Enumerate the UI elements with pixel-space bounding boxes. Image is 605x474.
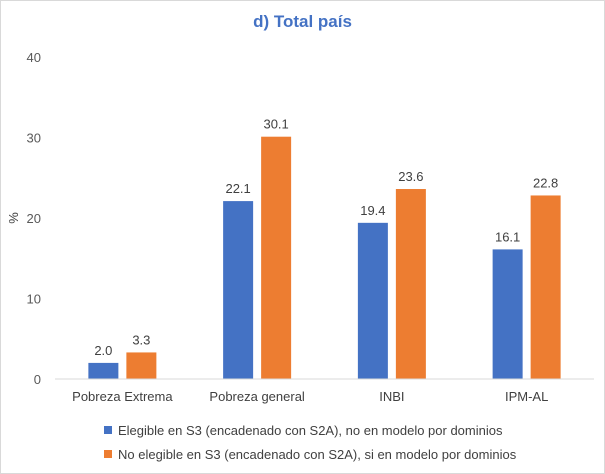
legend-item-series-1: Elegible en S3 (encadenado con S2A), no …: [104, 422, 516, 438]
bar-series1-3: [492, 249, 523, 379]
x-tick-label-0: Pobreza Extrema: [72, 389, 173, 404]
data-label-series1-3: 16.1: [495, 229, 520, 244]
y-axis-label: %: [6, 212, 21, 224]
y-tick-label-3: 30: [27, 131, 41, 146]
x-tick-label-3: IPM-AL: [505, 389, 548, 404]
data-label-series2-2: 23.6: [398, 169, 423, 184]
data-label-series1-1: 22.1: [225, 181, 250, 196]
legend-swatch-series-1: [104, 426, 112, 434]
bar-series2-1: [261, 136, 292, 379]
legend-item-series-2: No elegible en S3 (encadenado con S2A), …: [104, 446, 516, 462]
data-label-series2-0: 3.3: [132, 332, 150, 347]
y-tick-label-2: 20: [27, 211, 41, 226]
bar-series2-0: [126, 352, 157, 379]
bar-series1-1: [223, 201, 254, 379]
data-label-series1-0: 2.0: [94, 343, 112, 358]
data-label-series2-1: 30.1: [263, 117, 288, 132]
bar-series2-2: [395, 189, 426, 379]
y-tick-label-0: 0: [34, 372, 41, 387]
y-tick-label-4: 40: [27, 50, 41, 65]
chart-title: d) Total país: [253, 12, 352, 31]
legend-label-series-2: No elegible en S3 (encadenado con S2A), …: [118, 446, 517, 462]
legend-swatch-series-2: [104, 450, 112, 458]
chart-legend: Elegible en S3 (encadenado con S2A), no …: [104, 422, 516, 470]
bar-series2-3: [530, 195, 561, 379]
data-label-series1-2: 19.4: [360, 203, 385, 218]
x-tick-label-1: Pobreza general: [209, 389, 305, 404]
y-tick-label-1: 10: [27, 292, 41, 307]
legend-label-series-1: Elegible en S3 (encadenado con S2A), no …: [118, 422, 503, 438]
data-label-series2-3: 22.8: [533, 175, 558, 190]
bar-series1-2: [357, 222, 388, 379]
x-tick-label-2: INBI: [379, 389, 404, 404]
bar-series1-0: [88, 362, 119, 379]
